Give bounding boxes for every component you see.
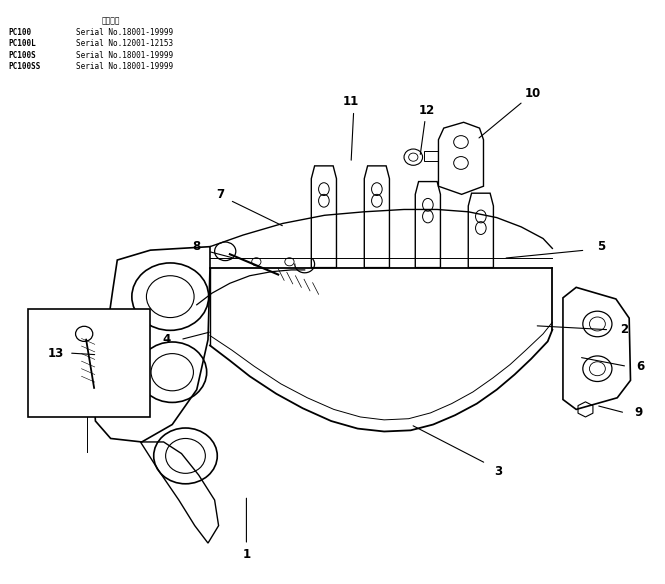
Text: PC100L: PC100L bbox=[8, 39, 36, 48]
Text: 通用号栏: 通用号栏 bbox=[102, 16, 120, 25]
Text: 8: 8 bbox=[193, 240, 201, 253]
Text: 9: 9 bbox=[634, 406, 642, 419]
Bar bbox=[28, 310, 150, 417]
Text: 10: 10 bbox=[525, 86, 541, 100]
Text: 1: 1 bbox=[242, 548, 251, 561]
Text: 6: 6 bbox=[636, 360, 644, 373]
Text: Serial No.18001-19999: Serial No.18001-19999 bbox=[76, 27, 173, 37]
Text: 12: 12 bbox=[418, 104, 435, 117]
Text: PC100: PC100 bbox=[8, 27, 31, 37]
Text: Serial No.12001-12153: Serial No.12001-12153 bbox=[76, 39, 173, 48]
Text: 2: 2 bbox=[620, 324, 628, 336]
Text: 11: 11 bbox=[343, 95, 359, 108]
Text: Serial No.18001-19999: Serial No.18001-19999 bbox=[76, 51, 173, 60]
Text: PC100S: PC100S bbox=[8, 51, 36, 60]
Text: Serial No.18001-19999: Serial No.18001-19999 bbox=[76, 62, 173, 71]
Text: 7: 7 bbox=[216, 188, 224, 201]
Text: 5: 5 bbox=[597, 240, 605, 253]
Bar bbox=[424, 151, 438, 161]
Text: 4: 4 bbox=[163, 333, 171, 346]
Text: 3: 3 bbox=[494, 464, 502, 478]
Text: PC100SS: PC100SS bbox=[8, 62, 41, 71]
Text: 13: 13 bbox=[48, 346, 64, 360]
